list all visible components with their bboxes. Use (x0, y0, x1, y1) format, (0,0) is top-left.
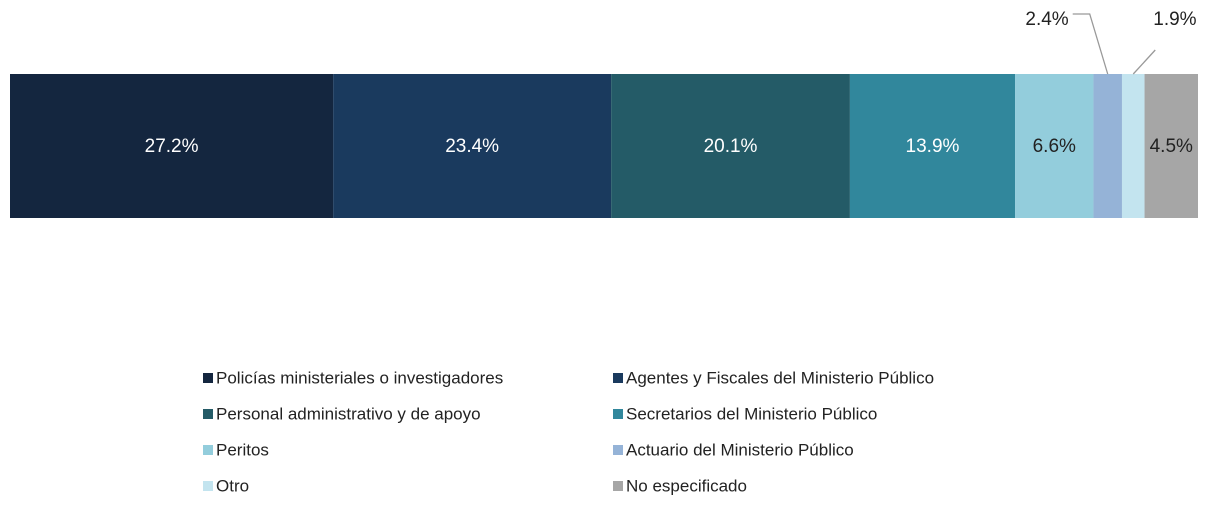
data-label: 1.9% (1153, 9, 1196, 30)
legend-swatch (203, 373, 213, 383)
legend-swatch (613, 409, 623, 419)
bar-segment (1093, 74, 1122, 218)
legend-label: Personal administrativo y de apoyo (216, 404, 481, 423)
data-label: 4.5% (1150, 136, 1193, 157)
legend-swatch (613, 481, 623, 491)
legend-label: Actuario del Ministerio Público (626, 440, 854, 459)
legend-label: Agentes y Fiscales del Ministerio Públic… (626, 368, 934, 387)
bar-segment (1121, 74, 1145, 218)
data-label: 20.1% (704, 136, 758, 157)
bar-segment (1144, 74, 1198, 218)
data-label: 13.9% (906, 136, 960, 157)
legend-swatch (203, 481, 213, 491)
data-label: 6.6% (1033, 136, 1076, 157)
legend-swatch (613, 373, 623, 383)
legend-swatch (203, 409, 213, 419)
bar-segment (611, 74, 850, 218)
leader-line (1072, 13, 1109, 75)
bar-segment (333, 74, 612, 218)
legend-label: Otro (216, 476, 249, 495)
legend-label: Policías ministeriales o investigadores (216, 368, 503, 387)
bar-segment (10, 74, 334, 218)
legend-swatch (613, 445, 623, 455)
legend-label: Peritos (216, 440, 269, 459)
legend-swatch (203, 445, 213, 455)
data-label: 2.4% (1025, 9, 1068, 30)
bar-segment (849, 74, 1016, 218)
legend-label: Secretarios del Ministerio Público (626, 404, 877, 423)
legend-label: No especificado (626, 476, 747, 495)
data-label: 27.2% (145, 136, 199, 157)
leader-line (1132, 49, 1156, 75)
bar-segment (1015, 74, 1094, 218)
data-label: 23.4% (445, 136, 499, 157)
